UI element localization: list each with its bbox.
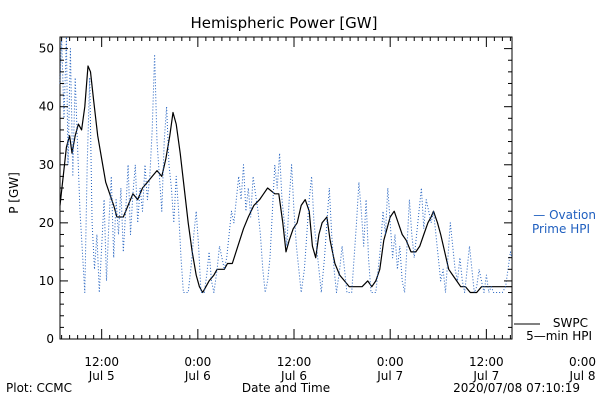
- x-tick-label-date: Jul 8: [569, 369, 596, 383]
- legend-swpc-label-2: 5—min HPI: [526, 329, 592, 343]
- x-tick-label-time: 12:00: [84, 355, 119, 369]
- legend-swpc-label-1: SWPC: [553, 316, 588, 330]
- x-tick-label-time: 12:00: [469, 355, 504, 369]
- x-tick-label-time: 0:00: [569, 355, 596, 369]
- series-line-ovation-prime: [59, 36, 513, 293]
- y-tick-label: 20: [39, 216, 54, 230]
- plot-timestamp: 2020/07/08 07:10:19: [453, 381, 580, 395]
- series-line-swpc: [59, 65, 512, 294]
- y-tick-label: 10: [39, 274, 54, 288]
- x-axis-label: Date and Time: [242, 381, 330, 395]
- y-tick-label: 0: [46, 332, 54, 346]
- y-tick-label: 30: [39, 158, 54, 172]
- legend-ovation-label-1: — Ovation: [533, 208, 596, 222]
- x-tick-label-time: 12:00: [277, 355, 312, 369]
- legend-ovation-label-2: Prime HPI: [532, 222, 590, 236]
- chart-title: Hemispheric Power [GW]: [191, 14, 378, 32]
- plot-credit: Plot: CCMC: [6, 381, 72, 395]
- y-tick-label: 40: [39, 100, 54, 114]
- x-tick-label-time: 0:00: [184, 355, 211, 369]
- x-tick-label-date: Jul 7: [472, 369, 499, 383]
- x-tick-label-date: Jul 5: [88, 369, 115, 383]
- x-tick-label-date: Jul 6: [184, 369, 211, 383]
- y-axis-label: P [GW]: [7, 172, 21, 214]
- x-tick-label-date: Jul 7: [376, 369, 403, 383]
- x-tick-label-date: Jul 6: [280, 369, 307, 383]
- y-tick-label: 50: [39, 42, 54, 56]
- legend: — Ovation Prime HPI SWPC 5—min HPI: [514, 208, 596, 343]
- x-tick-label-time: 0:00: [377, 355, 404, 369]
